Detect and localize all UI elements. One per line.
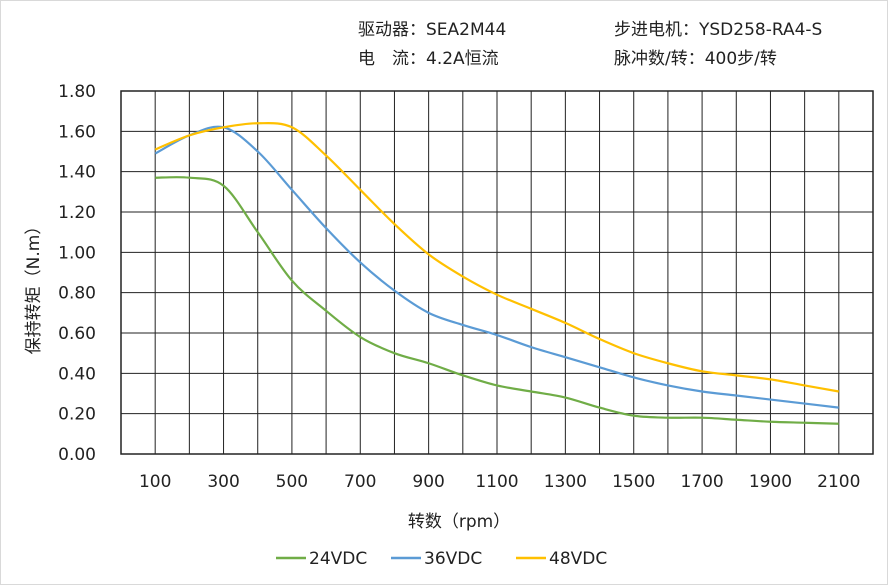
pulses-label: 脉冲数/转：400步/转 (614, 49, 777, 69)
x-tick-label: 1700 (680, 472, 723, 492)
legend-label-48VDC: 48VDC (549, 549, 607, 569)
y-tick-label: 0.00 (58, 445, 96, 465)
driver-label: 驱动器：SEA2M44 (358, 20, 507, 40)
legend-label-36VDC: 36VDC (424, 549, 482, 569)
x-tick-label: 1900 (749, 472, 792, 492)
series-line-48VDC (154, 122, 840, 393)
y-tick-label: 0.80 (58, 284, 96, 304)
x-tick-label: 500 (276, 472, 308, 492)
current-label: 电 流：4.2A恒流 (358, 49, 499, 69)
series-line-24VDC (155, 176, 839, 425)
x-tick-label: 1500 (612, 472, 655, 492)
x-tick-label: 1300 (544, 472, 587, 492)
y-tick-label: 0.60 (58, 324, 96, 344)
x-tick-label: 100 (139, 472, 171, 492)
y-tick-label: 0.20 (58, 405, 96, 425)
y-tick-label: 1.40 (58, 163, 96, 183)
x-axis-label: 转数（rpm） (408, 512, 510, 532)
x-tick-label: 900 (412, 472, 444, 492)
plot-border (120, 90, 874, 455)
x-tick-label: 300 (207, 472, 239, 492)
y-tick-label: 1.20 (58, 203, 96, 223)
motor-label: 步进电机：YSD258-RA4-S (614, 20, 823, 40)
x-tick-label: 2100 (817, 472, 860, 492)
y-tick-label: 1.00 (58, 243, 96, 263)
x-tick-label: 700 (344, 472, 376, 492)
legend-label-24VDC: 24VDC (309, 549, 367, 569)
x-tick-label: 1100 (475, 472, 518, 492)
y-tick-label: 1.80 (58, 82, 96, 102)
y-axis-label: 保持转矩（N.m） (24, 218, 44, 355)
y-tick-label: 0.40 (58, 364, 96, 384)
y-tick-label: 1.60 (58, 122, 96, 142)
series-line-36VDC (154, 125, 839, 409)
